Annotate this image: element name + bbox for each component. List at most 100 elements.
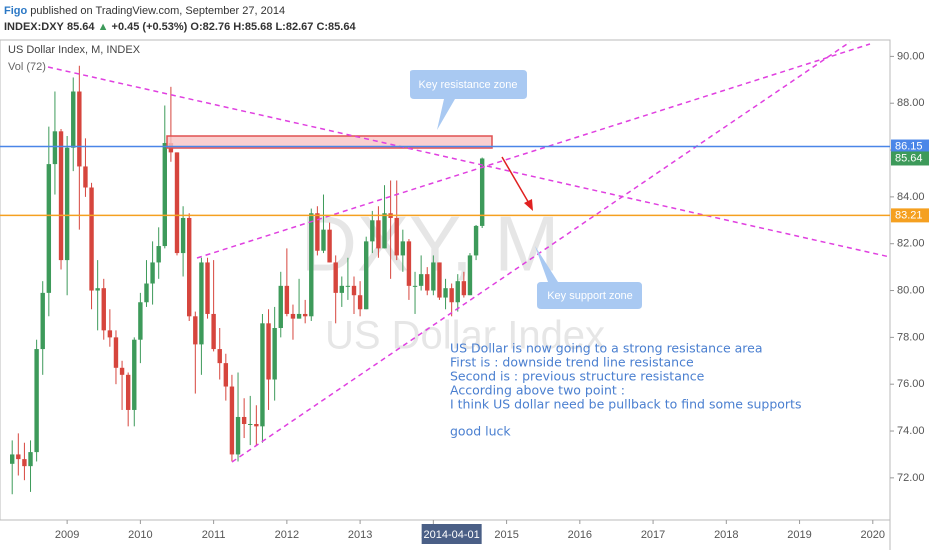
published: published on TradingView.com, September …: [27, 5, 285, 17]
candle-body: [296, 313, 302, 319]
candle-body: [229, 386, 235, 455]
note: US Dollar is now going to a strong resis…: [450, 341, 801, 439]
candle-body: [437, 262, 442, 298]
price-box: [891, 139, 929, 154]
candle-body: [77, 91, 82, 167]
y-tick-label: 88.00: [897, 97, 925, 109]
note-line: US Dollar is now going to a strong resis…: [450, 341, 763, 356]
x-tick-label: 2010: [128, 529, 152, 541]
candle-body: [321, 229, 326, 251]
candle-body: [10, 454, 15, 464]
change-arrow: ▲: [98, 21, 109, 33]
trend-line: [231, 41, 851, 463]
x-tick-label: 2011: [202, 529, 226, 541]
resistance-zone: [166, 135, 493, 149]
callout: [535, 246, 642, 309]
trend-line: [196, 43, 871, 259]
candle-body: [418, 274, 424, 286]
candle-body: [449, 288, 454, 303]
candle-body: [40, 292, 45, 350]
candle-body: [46, 164, 52, 293]
x-tick-label: 2009: [55, 529, 79, 541]
callout: [410, 70, 527, 130]
note-line: I think US dollar need be pullback to fi…: [450, 397, 801, 412]
candle-body: [364, 241, 369, 310]
y-tick-label: 78.00: [897, 331, 925, 343]
candle-body: [16, 454, 21, 460]
candle-body: [327, 229, 332, 263]
candle-body: [394, 217, 399, 256]
legend-title: US Dollar Index, M, INDEX: [8, 44, 141, 56]
candle-body: [412, 285, 418, 287]
candle-body: [400, 241, 406, 256]
candle-body: [254, 424, 259, 427]
candle-body: [425, 274, 430, 291]
candle-body: [101, 288, 106, 331]
candle-body: [266, 323, 271, 380]
candle-body: [125, 374, 131, 410]
candle-body: [34, 349, 39, 453]
arrow-head: [524, 199, 533, 211]
candle-body: [119, 367, 125, 375]
y-tick-label: 82.00: [897, 238, 925, 250]
watermark-symbol: DXY, M: [301, 200, 560, 288]
candle-body: [309, 213, 314, 317]
ohlc-label: C:: [316, 21, 328, 33]
price-label: 86.15: [895, 140, 923, 152]
candle-body: [315, 213, 320, 251]
ohlc-value: 82.67: [286, 21, 314, 33]
candle-body: [284, 285, 290, 314]
price-label: 85.64: [895, 152, 923, 164]
candle-body: [241, 416, 247, 424]
price-box: [891, 208, 929, 223]
cursor-label: 2014-04-01: [424, 529, 480, 541]
x-tick-label: 2013: [348, 529, 372, 541]
ohlc-label: L:: [275, 21, 285, 33]
y-tick-label: 72.00: [897, 472, 925, 484]
symbol-info: INDEX:DXY 85.64 ▲ +0.45 (+0.53%) O:82.76…: [4, 21, 356, 33]
cursor-box: [421, 524, 482, 544]
candle-body: [107, 330, 113, 338]
note-line: According above two point :: [450, 383, 625, 398]
y-tick-label: 84.00: [897, 191, 925, 203]
header: Figo published on TradingView.com, Septe…: [4, 5, 285, 17]
volume-label: Vol (72): [8, 61, 46, 73]
y-tick-label: 76.00: [897, 378, 925, 390]
candle-body: [150, 262, 155, 284]
candle-body: [473, 225, 479, 256]
candle-body: [52, 131, 58, 165]
candle-body: [376, 220, 381, 249]
y-tick-label: 74.00: [897, 425, 925, 437]
candle-body: [180, 217, 186, 254]
y-tick-label: 80.00: [897, 284, 925, 296]
candle-body: [187, 217, 192, 317]
candle-body: [370, 220, 375, 242]
candles: [10, 65, 485, 495]
candle-body: [138, 302, 143, 340]
last-price: 85.64: [67, 21, 95, 33]
ohlc-value: 82.76: [203, 21, 231, 33]
candle-body: [290, 313, 296, 319]
candle-body: [260, 323, 265, 427]
candle-body: [357, 295, 363, 310]
change: +0.45 (+0.53%): [112, 21, 188, 33]
ohlc-value: 85.68: [245, 21, 273, 33]
callout-text: Key resistance zone: [418, 79, 517, 91]
ohlc-value: 85.64: [328, 21, 356, 33]
candle-body: [174, 152, 180, 254]
candle-body: [28, 452, 33, 467]
candle-body: [406, 241, 412, 286]
candle-body: [89, 187, 94, 291]
author: Figo: [4, 5, 27, 17]
watermark: DXY, M US Dollar Index: [301, 200, 605, 358]
candle-body: [71, 91, 76, 148]
candle-body: [479, 158, 485, 226]
candle-body: [22, 459, 27, 467]
drawings: Key resistance zone Key support zone: [47, 41, 891, 463]
candle-body: [248, 424, 253, 425]
candle-body: [64, 147, 70, 261]
candle-body: [58, 131, 64, 261]
note-line: Second is : previous structure resistanc…: [450, 369, 705, 384]
candle-body: [217, 349, 222, 364]
